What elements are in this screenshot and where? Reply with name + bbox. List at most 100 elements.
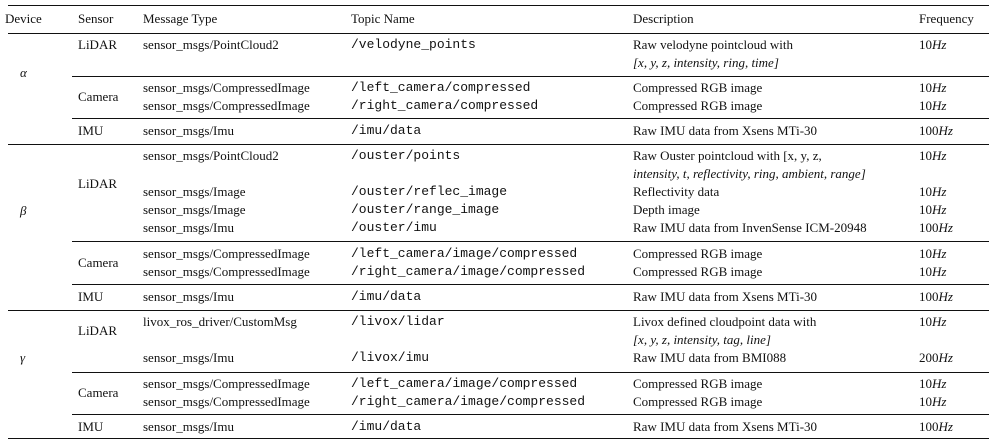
alpha-cam-freq-1: 10Hz — [919, 80, 947, 95]
gamma-camera-sensor: Camera — [78, 385, 119, 400]
beta-cam-msg-1: sensor_msgs/CompressedImage — [143, 246, 310, 261]
beta-cam-freq-2: 10Hz — [919, 264, 947, 279]
alpha-cam-topic-2: /right_camera/compressed — [351, 98, 539, 113]
unit-hz: Hz — [932, 246, 947, 261]
gamma-lidar-sensor: LiDAR — [78, 323, 117, 338]
device-gamma: γ — [20, 350, 26, 365]
gamma-imu-topic: /imu/data — [351, 419, 422, 434]
beta-r4-freq: 100Hz — [919, 220, 953, 235]
alpha-cam-desc-1: Compressed RGB image — [633, 80, 763, 95]
unit-hz: Hz — [932, 264, 947, 279]
gamma-lidar-camera-rule — [72, 372, 989, 373]
unit-hz: Hz — [938, 350, 953, 365]
beta-r3-msg: sensor_msgs/Image — [143, 202, 246, 217]
beta-r1-msg: sensor_msgs/PointCloud2 — [143, 148, 279, 163]
gamma-imu-desc: Raw IMU data from Xsens MTi-30 — [633, 419, 818, 434]
alpha-lidar-camera-rule — [72, 76, 989, 77]
header-topic-name: Topic Name — [351, 11, 415, 26]
gamma-camera-imu-rule — [72, 414, 989, 415]
alpha-cam-msg-1: sensor_msgs/CompressedImage — [143, 80, 310, 95]
beta-r2-topic: /ouster/reflec_image — [351, 184, 508, 199]
alpha-cam-msg-2: sensor_msgs/CompressedImage — [143, 98, 310, 113]
alpha-beta-rule — [8, 144, 989, 145]
beta-gamma-rule — [8, 310, 989, 311]
alpha-lidar-desc-2: [x, y, z, intensity, ring, time] — [633, 55, 779, 70]
unit-hz: Hz — [932, 184, 947, 199]
beta-r1-topic: /ouster/points — [351, 148, 461, 163]
beta-imu-sensor: IMU — [78, 289, 104, 304]
gamma-r1-desc-1: Livox defined cloudpoint data with — [633, 314, 817, 329]
beta-cam-topic-1: /left_camera/image/compressed — [351, 246, 578, 261]
alpha-camera-sensor: Camera — [78, 89, 119, 104]
gamma-r2-freq: 200Hz — [919, 350, 953, 365]
unit-hz: Hz — [938, 289, 953, 304]
header-device: Device — [5, 11, 42, 26]
beta-imu-desc: Raw IMU data from Xsens MTi-30 — [633, 289, 818, 304]
gamma-cam-desc-1: Compressed RGB image — [633, 376, 763, 391]
alpha-imu-topic: /imu/data — [351, 123, 422, 138]
gamma-cam-desc-2: Compressed RGB image — [633, 394, 763, 409]
gamma-r2-msg: sensor_msgs/Imu — [143, 350, 234, 365]
alpha-lidar-freq: 10Hz — [919, 37, 947, 52]
beta-lidar-sensor: LiDAR — [78, 176, 117, 191]
beta-cam-desc-1: Compressed RGB image — [633, 246, 763, 261]
alpha-imu-sensor: IMU — [78, 123, 104, 138]
gamma-cam-topic-1: /left_camera/image/compressed — [351, 376, 578, 391]
unit-hz: Hz — [932, 314, 947, 329]
gamma-cam-freq-2: 10Hz — [919, 394, 947, 409]
top-rule — [8, 5, 989, 7]
alpha-cam-topic-1: /left_camera/compressed — [351, 80, 531, 95]
header-rule — [8, 33, 989, 34]
gamma-r1-freq: 10Hz — [919, 314, 947, 329]
beta-cam-desc-2: Compressed RGB image — [633, 264, 763, 279]
beta-r4-topic: /ouster/imu — [351, 220, 437, 235]
alpha-lidar-sensor: LiDAR — [78, 37, 117, 52]
beta-imu-msg: sensor_msgs/Imu — [143, 289, 234, 304]
gamma-r1-topic: /livox/lidar — [351, 314, 445, 329]
gamma-r2-topic: /livox/imu — [351, 350, 430, 365]
header-sensor: Sensor — [78, 11, 114, 26]
alpha-camera-imu-rule — [72, 118, 989, 119]
gamma-r1-msg: livox_ros_driver/CustomMsg — [143, 314, 297, 329]
beta-imu-topic: /imu/data — [351, 289, 422, 304]
unit-hz: Hz — [932, 80, 947, 95]
beta-lidar-camera-rule — [72, 241, 989, 242]
unit-hz: Hz — [932, 202, 947, 217]
header-description: Description — [633, 11, 694, 26]
beta-camera-imu-rule — [72, 284, 989, 285]
unit-hz: Hz — [938, 123, 953, 138]
bottom-rule — [8, 438, 989, 440]
beta-r2-msg: sensor_msgs/Image — [143, 184, 246, 199]
alpha-cam-freq-2: 10Hz — [919, 98, 947, 113]
beta-r4-desc: Raw IMU data from InvenSense ICM-20948 — [633, 220, 867, 235]
beta-r1-desc-2: intensity, t, reflectivity, ring, ambien… — [633, 166, 866, 181]
unit-hz: Hz — [932, 148, 947, 163]
beta-imu-freq: 100Hz — [919, 289, 953, 304]
gamma-cam-topic-2: /right_camera/image/compressed — [351, 394, 586, 409]
gamma-cam-msg-1: sensor_msgs/CompressedImage — [143, 376, 310, 391]
beta-r3-freq: 10Hz — [919, 202, 947, 217]
alpha-imu-msg: sensor_msgs/Imu — [143, 123, 234, 138]
gamma-cam-msg-2: sensor_msgs/CompressedImage — [143, 394, 310, 409]
gamma-imu-freq: 100Hz — [919, 419, 953, 434]
beta-cam-msg-2: sensor_msgs/CompressedImage — [143, 264, 310, 279]
alpha-imu-freq: 100Hz — [919, 123, 953, 138]
unit-hz: Hz — [932, 37, 947, 52]
alpha-lidar-msg: sensor_msgs/PointCloud2 — [143, 37, 279, 52]
alpha-cam-desc-2: Compressed RGB image — [633, 98, 763, 113]
gamma-imu-sensor: IMU — [78, 419, 104, 434]
beta-cam-topic-2: /right_camera/image/compressed — [351, 264, 586, 279]
unit-hz: Hz — [938, 220, 953, 235]
gamma-imu-msg: sensor_msgs/Imu — [143, 419, 234, 434]
device-beta: β — [20, 203, 27, 218]
alpha-imu-desc: Raw IMU data from Xsens MTi-30 — [633, 123, 818, 138]
beta-r1-freq: 10Hz — [919, 148, 947, 163]
unit-hz: Hz — [938, 419, 953, 434]
header-frequency: Frequency — [919, 11, 974, 26]
beta-r3-desc: Depth image — [633, 202, 700, 217]
beta-r1-desc-1: Raw Ouster pointcloud with [x, y, z, — [633, 148, 822, 163]
beta-r2-freq: 10Hz — [919, 184, 947, 199]
gamma-r1-desc-2: [x, y, z, intensity, tag, line] — [633, 332, 771, 347]
header-message-type: Message Type — [143, 11, 218, 26]
beta-r4-msg: sensor_msgs/Imu — [143, 220, 234, 235]
